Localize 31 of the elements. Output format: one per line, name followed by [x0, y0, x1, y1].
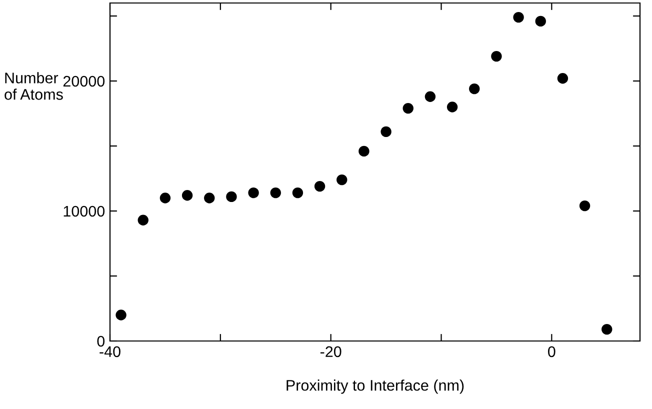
x-tick-label: 0 — [548, 346, 556, 358]
point — [491, 50, 502, 62]
point — [358, 146, 370, 157]
point — [402, 102, 414, 114]
point — [469, 83, 480, 94]
point — [292, 187, 304, 198]
point — [336, 174, 348, 186]
x-tick-label: -20 — [320, 346, 342, 358]
point — [380, 126, 392, 138]
point — [204, 192, 215, 204]
y-tick-label: 20000 — [63, 76, 105, 87]
point — [138, 214, 148, 226]
y-tick-label: 10000 — [64, 206, 105, 217]
point — [446, 102, 458, 112]
point — [160, 192, 171, 204]
point — [557, 73, 568, 84]
y-axis-title: Number of Atoms — [4, 72, 63, 100]
point — [579, 200, 590, 212]
point — [248, 187, 259, 198]
point — [602, 324, 612, 335]
point — [182, 190, 193, 201]
point — [270, 187, 281, 198]
point — [535, 16, 546, 27]
point — [314, 180, 326, 192]
point — [424, 91, 436, 102]
point — [513, 12, 524, 23]
x-tick-label: -40 — [100, 346, 120, 358]
x-axis-title: Proximity to Interface (nm) — [286, 380, 464, 394]
point — [226, 191, 237, 202]
y-tick-label: 0 — [97, 336, 105, 347]
point — [116, 310, 126, 320]
